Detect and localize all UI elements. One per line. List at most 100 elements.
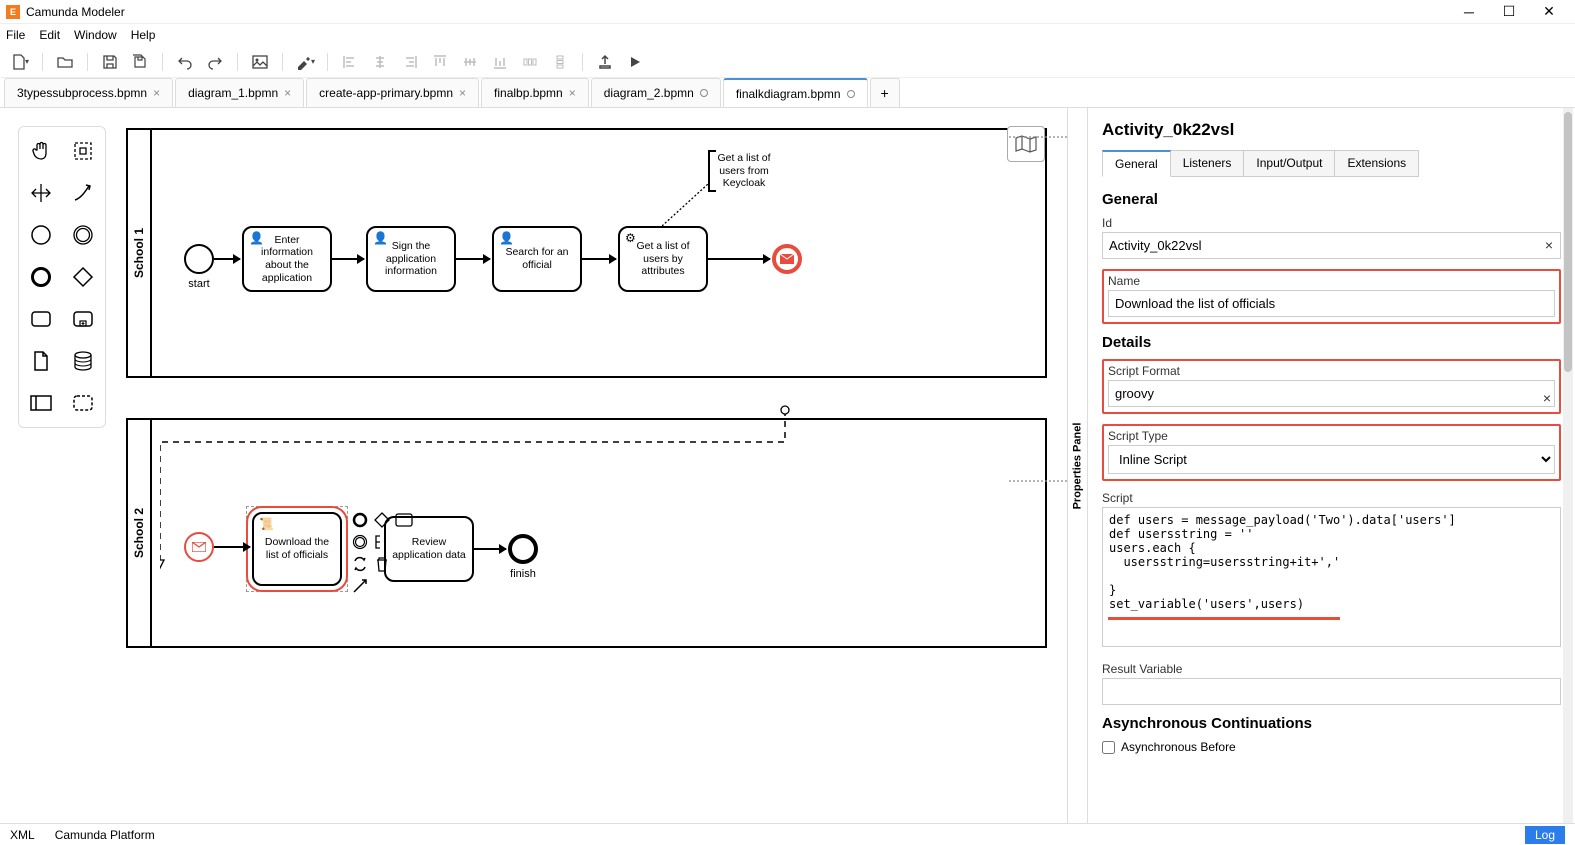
menu-window[interactable]: Window bbox=[74, 28, 117, 42]
tab-5[interactable]: finalkdiagram.bpmn bbox=[723, 78, 868, 107]
append-task[interactable] bbox=[394, 510, 414, 530]
start-event[interactable] bbox=[184, 244, 214, 274]
subprocess-tool[interactable] bbox=[71, 307, 95, 331]
text-annotation[interactable]: Get a list of users from Keycloak bbox=[708, 150, 778, 192]
scrollbar[interactable] bbox=[1563, 108, 1573, 823]
task-get-users[interactable]: ⚙Get a list of users by attributes bbox=[618, 226, 708, 292]
align-middle-button[interactable] bbox=[458, 50, 482, 74]
clear-icon[interactable]: × bbox=[1543, 390, 1551, 406]
intermediate-event-tool[interactable] bbox=[71, 223, 95, 247]
task-download-officials[interactable]: 📜Download the list of officials bbox=[252, 512, 342, 586]
start-event-tool[interactable] bbox=[29, 223, 53, 247]
save-button[interactable] bbox=[98, 50, 122, 74]
app-title: Camunda Modeler bbox=[26, 5, 125, 19]
clear-icon[interactable]: × bbox=[1545, 237, 1553, 253]
result-variable-input[interactable] bbox=[1102, 678, 1561, 705]
scrollbar-thumb[interactable] bbox=[1564, 112, 1572, 372]
new-file-button[interactable]: ▾ bbox=[8, 50, 32, 74]
script-textarea[interactable] bbox=[1102, 507, 1561, 647]
message-start-event[interactable] bbox=[184, 532, 214, 562]
name-input[interactable] bbox=[1108, 290, 1555, 317]
tab-close-icon[interactable]: × bbox=[459, 86, 466, 100]
script-type-select[interactable]: Inline Script bbox=[1108, 445, 1555, 474]
color-button[interactable]: ▾ bbox=[293, 50, 317, 74]
save-all-button[interactable] bbox=[128, 50, 152, 74]
data-store-tool[interactable] bbox=[71, 349, 95, 373]
app-logo: E bbox=[6, 5, 20, 19]
tab-4[interactable]: diagram_2.bpmn bbox=[591, 78, 721, 107]
hand-tool[interactable] bbox=[29, 139, 53, 163]
deploy-button[interactable] bbox=[593, 50, 617, 74]
menu-file[interactable]: File bbox=[6, 28, 25, 42]
highlight-underline bbox=[1108, 617, 1340, 620]
async-before-checkbox[interactable] bbox=[1102, 741, 1115, 754]
message-end-event[interactable] bbox=[772, 244, 802, 274]
tool-palette bbox=[18, 126, 106, 428]
add-tab-button[interactable]: + bbox=[870, 78, 900, 107]
distribute-h-button[interactable] bbox=[518, 50, 542, 74]
pool-school-1[interactable]: School 1 start 👤Enter information about … bbox=[126, 128, 1047, 378]
align-bottom-button[interactable] bbox=[488, 50, 512, 74]
space-tool[interactable] bbox=[29, 181, 53, 205]
open-button[interactable] bbox=[53, 50, 77, 74]
connect-element[interactable] bbox=[350, 576, 370, 596]
status-platform[interactable]: Camunda Platform bbox=[55, 828, 155, 842]
task-sign[interactable]: 👤Sign the application information bbox=[366, 226, 456, 292]
data-object-tool[interactable] bbox=[29, 349, 53, 373]
redo-button[interactable] bbox=[203, 50, 227, 74]
field-result-variable: Result Variable bbox=[1102, 662, 1561, 705]
statusbar: XML Camunda Platform Log bbox=[0, 823, 1575, 845]
prop-tab-extensions[interactable]: Extensions bbox=[1335, 150, 1419, 177]
status-xml[interactable]: XML bbox=[10, 828, 35, 842]
align-top-button[interactable] bbox=[428, 50, 452, 74]
align-left-button[interactable] bbox=[338, 50, 362, 74]
menu-edit[interactable]: Edit bbox=[39, 28, 60, 42]
close-button[interactable]: ✕ bbox=[1529, 3, 1569, 20]
prop-tab-io[interactable]: Input/Output bbox=[1244, 150, 1335, 177]
tab-3[interactable]: finalbp.bpmn× bbox=[481, 78, 589, 107]
tab-1[interactable]: diagram_1.bpmn× bbox=[175, 78, 304, 107]
distribute-v-button[interactable] bbox=[548, 50, 572, 74]
lasso-tool[interactable] bbox=[71, 139, 95, 163]
task-tool[interactable] bbox=[29, 307, 53, 331]
minimize-button[interactable]: ─ bbox=[1449, 4, 1489, 20]
undo-button[interactable] bbox=[173, 50, 197, 74]
task-enter-info[interactable]: 👤Enter information about the application bbox=[242, 226, 332, 292]
diagram-canvas[interactable]: School 1 start 👤Enter information about … bbox=[106, 108, 1067, 823]
tab-close-icon[interactable]: × bbox=[569, 86, 576, 100]
tab-close-icon[interactable]: × bbox=[284, 86, 291, 100]
pool-school-2[interactable]: School 2 📜Download the list of officials… bbox=[126, 418, 1047, 648]
end-event[interactable] bbox=[508, 534, 538, 564]
annotation-tool[interactable] bbox=[372, 532, 392, 552]
user-task-icon: 👤 bbox=[373, 231, 388, 245]
run-button[interactable] bbox=[623, 50, 647, 74]
script-format-input[interactable] bbox=[1108, 380, 1555, 407]
prop-tab-general[interactable]: General bbox=[1102, 150, 1171, 177]
tab-close-icon[interactable]: × bbox=[153, 86, 160, 100]
end-event-tool[interactable] bbox=[29, 265, 53, 289]
align-center-button[interactable] bbox=[368, 50, 392, 74]
field-async-before: Asynchronous Before bbox=[1102, 740, 1561, 754]
append-gateway[interactable] bbox=[372, 510, 392, 530]
image-button[interactable] bbox=[248, 50, 272, 74]
id-input[interactable] bbox=[1102, 232, 1561, 259]
property-tabs: General Listeners Input/Output Extension… bbox=[1102, 150, 1561, 177]
append-intermediate[interactable] bbox=[350, 532, 370, 552]
delete-element[interactable] bbox=[372, 554, 392, 574]
menu-help[interactable]: Help bbox=[131, 28, 156, 42]
properties-panel-toggle[interactable]: Properties Panel bbox=[1068, 108, 1088, 823]
append-end-event[interactable] bbox=[350, 510, 370, 530]
gateway-tool[interactable] bbox=[71, 265, 95, 289]
align-right-button[interactable] bbox=[398, 50, 422, 74]
pool-tool[interactable] bbox=[29, 391, 53, 415]
group-tool[interactable] bbox=[71, 391, 95, 415]
tab-0[interactable]: 3typessubprocess.bpmn× bbox=[4, 78, 173, 107]
task-search[interactable]: 👤Search for an official bbox=[492, 226, 582, 292]
log-button[interactable]: Log bbox=[1525, 826, 1565, 844]
prop-tab-listeners[interactable]: Listeners bbox=[1171, 150, 1245, 177]
maximize-button[interactable]: ☐ bbox=[1489, 3, 1529, 20]
tab-2[interactable]: create-app-primary.bpmn× bbox=[306, 78, 479, 107]
change-type[interactable] bbox=[350, 554, 370, 574]
connect-tool[interactable] bbox=[71, 181, 95, 205]
dirty-icon bbox=[700, 89, 708, 97]
